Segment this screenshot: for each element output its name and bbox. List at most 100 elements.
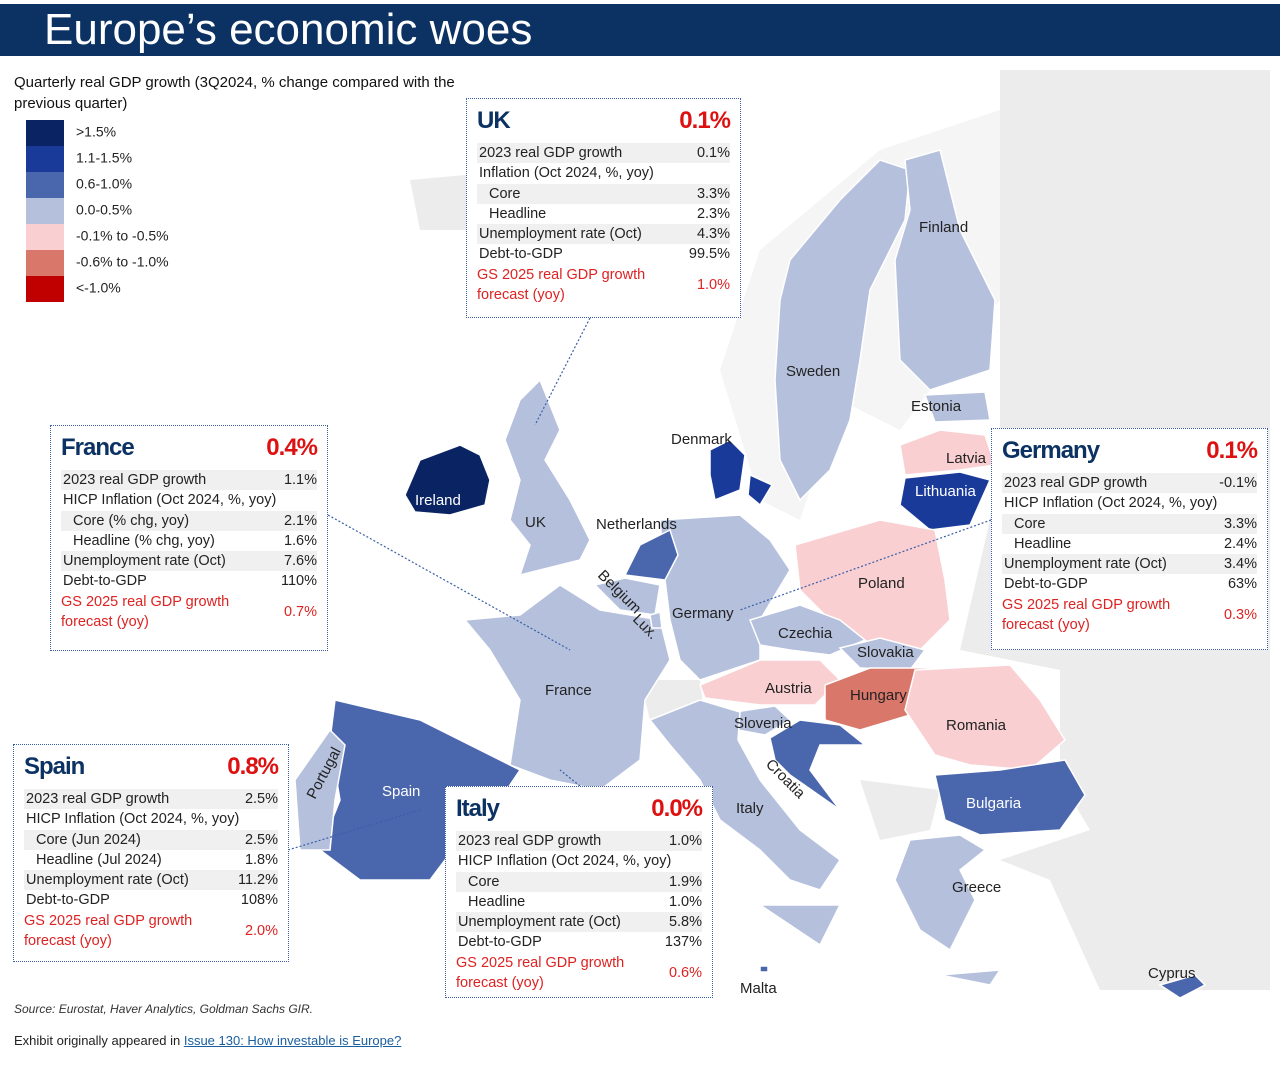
country-label: Lithuania: [915, 483, 977, 500]
box-title: UK 0.1%: [477, 107, 731, 135]
legend-item: 0.6-1.0%: [26, 172, 132, 198]
forecast-label: GS 2025 real GDP growth forecast (yoy): [24, 912, 193, 949]
forecast-value: 2.0%: [244, 922, 278, 939]
row-value: 1.1%: [283, 472, 317, 488]
row-label: Headline: [1014, 535, 1072, 552]
box-row: HICP Inflation (Oct 2024, %, yoy): [456, 851, 702, 871]
box-row: 2023 real GDP growth 1.1%: [61, 470, 317, 491]
box-row: Unemployment rate (Oct) 4.3%: [477, 224, 730, 245]
box-growth: 0.1%: [1206, 437, 1258, 464]
forecast-value: 1.0%: [696, 276, 730, 293]
row-value: 1.0%: [668, 833, 702, 849]
info-box: Spain 0.8% 2023 real GDP growth 2.5% HICP In…: [13, 744, 289, 962]
row-label: Headline (% chg, yoy): [73, 532, 215, 549]
legend-label: <-1.0%: [76, 279, 121, 296]
row-label: HICP Inflation (Oct 2024, %, yoy): [458, 853, 672, 870]
box-row: Debt-to-GDP 63%: [1002, 574, 1257, 594]
legend-item: -0.6% to -1.0%: [26, 250, 169, 276]
country-label: Netherlands: [596, 516, 677, 533]
box-title: Germany 0.1%: [1002, 437, 1258, 465]
box-row: Debt-to-GDP 99.5%: [477, 244, 730, 264]
box-rows: 2023 real GDP growth -0.1% HICP Inflation …: [1002, 473, 1257, 595]
country-label: Romania: [946, 717, 1007, 734]
subtitle: Quarterly real GDP growth (3Q2024, % cha…: [14, 74, 455, 112]
legend-item: >1.5%: [26, 120, 116, 146]
legend-item: <-1.0%: [26, 276, 121, 302]
row-label: Core (Jun 2024): [36, 831, 141, 848]
country-label: Italy: [736, 800, 764, 817]
box-growth: 0.0%: [651, 795, 703, 822]
row-label: 2023 real GDP growth: [26, 791, 170, 807]
box-growth: 0.8%: [227, 753, 279, 780]
country-label: Bulgaria: [966, 795, 1022, 812]
row-label: Debt-to-GDP: [63, 573, 147, 590]
row-value: 1.8%: [244, 851, 278, 868]
legend-label: >1.5%: [76, 123, 117, 140]
box-row: 2023 real GDP growth 0.1%: [477, 143, 730, 164]
row-value: 110%: [280, 573, 317, 590]
country-label: Cyprus: [1148, 965, 1196, 982]
row-value: 2.5%: [244, 831, 278, 848]
row-label: Unemployment rate (Oct): [479, 226, 642, 243]
legend-swatch: [26, 276, 64, 302]
row-value: -0.1%: [1219, 475, 1257, 491]
exhibit-note: Exhibit originally appeared in Issue 130…: [14, 1033, 401, 1048]
row-label: Debt-to-GDP: [26, 892, 110, 909]
row-value: 2.5%: [244, 791, 278, 807]
box-row: Inflation (Oct 2024, %, yoy): [477, 163, 730, 183]
box-row: Unemployment rate (Oct) 7.6%: [61, 551, 317, 572]
row-label: Headline: [468, 893, 526, 910]
box-forecast: GS 2025 real GDP growth forecast (yoy) 0.…: [456, 953, 702, 993]
box-row: Unemployment rate (Oct) 11.2%: [24, 870, 278, 891]
row-value: 7.6%: [283, 553, 317, 570]
box-forecast: GS 2025 real GDP growth forecast (yoy) 2.…: [24, 911, 278, 951]
row-label: Unemployment rate (Oct): [458, 914, 621, 931]
header-title: Europe’s economic woes: [0, 4, 1280, 56]
box-row: Debt-to-GDP 137%: [456, 932, 702, 952]
country-label: Austria: [765, 680, 812, 697]
row-label: 2023 real GDP growth: [458, 833, 602, 849]
box-row: Unemployment rate (Oct) 3.4%: [1002, 554, 1257, 575]
box-country: France: [61, 434, 135, 461]
row-label: Debt-to-GDP: [1004, 576, 1088, 593]
box-rows: 2023 real GDP growth 0.1% Inflation (Oct 2…: [477, 143, 730, 265]
forecast-value: 0.3%: [1223, 606, 1257, 623]
row-label: HICP Inflation (Oct 2024, %, yoy): [1004, 495, 1218, 512]
row-label: Core: [468, 873, 500, 890]
legend-swatch: [26, 224, 64, 250]
row-label: Core (% chg, yoy): [73, 512, 190, 529]
country-label: UK: [525, 514, 546, 531]
box-forecast: GS 2025 real GDP growth forecast (yoy) 1.…: [477, 265, 730, 305]
box-rows: 2023 real GDP growth 1.0% HICP Inflation (…: [456, 831, 702, 953]
row-value: 2.1%: [283, 512, 317, 529]
country-label: Czechia: [778, 625, 833, 642]
box-row: Headline 2.4%: [1002, 534, 1257, 554]
box-row: Core 3.3%: [1002, 513, 1257, 534]
box-row: Core (Jun 2024) 2.5%: [24, 829, 278, 850]
legend-label: 0.6-1.0%: [76, 175, 133, 192]
row-label: Core: [1014, 515, 1046, 532]
legend-item: 0.0-0.5%: [26, 198, 132, 224]
info-box: Germany 0.1% 2023 real GDP growth -0.1% HICP…: [991, 428, 1268, 650]
forecast-label: GS 2025 real GDP growth forecast (yoy): [456, 954, 625, 991]
country-label: Greece: [952, 879, 1001, 896]
box-row: 2023 real GDP growth 1.0%: [456, 831, 702, 852]
country-label: Spain: [382, 783, 420, 800]
exhibit-link[interactable]: Issue 130: How investable is Europe?: [183, 1033, 402, 1048]
country-label: Ireland: [415, 492, 461, 509]
box-growth: 0.4%: [266, 434, 318, 461]
country-label: Denmark: [671, 431, 732, 448]
exhibit-text: Exhibit originally appeared in: [14, 1033, 184, 1048]
legend-label: -0.1% to -0.5%: [76, 227, 169, 244]
row-label: 2023 real GDP growth: [1004, 475, 1148, 491]
country-label: Poland: [858, 575, 905, 592]
box-country: Germany: [1002, 437, 1100, 464]
box-rows: 2023 real GDP growth 2.5% HICP Inflation (…: [24, 789, 278, 911]
info-box: UK 0.1% 2023 real GDP growth 0.1% Inflation …: [466, 98, 741, 318]
row-value: 3.4%: [1223, 556, 1257, 573]
box-row: Headline (Jul 2024) 1.8%: [24, 850, 278, 870]
row-value: 0.1%: [696, 145, 730, 161]
box-row: HICP Inflation (Oct 2024, %, yoy): [24, 809, 278, 829]
forecast-value: 0.6%: [668, 964, 702, 981]
legend-label: -0.6% to -1.0%: [76, 253, 169, 270]
